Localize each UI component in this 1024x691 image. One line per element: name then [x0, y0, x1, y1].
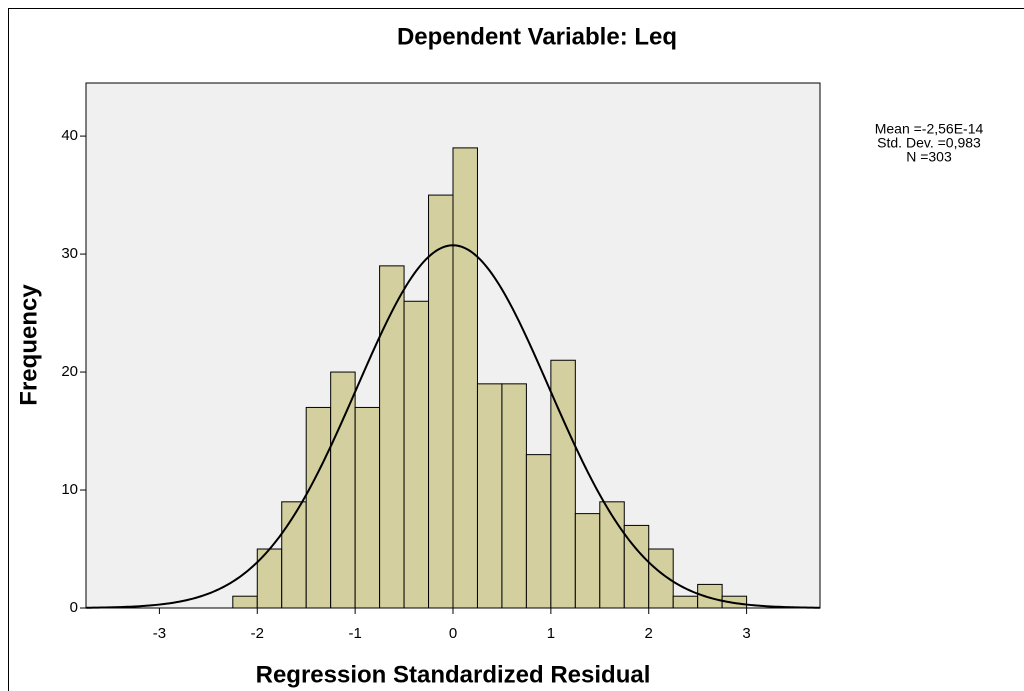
y-tick-label: 40: [61, 127, 78, 144]
bar: [501, 383, 527, 609]
bar: [305, 406, 332, 609]
bar: [599, 501, 625, 609]
bar: [232, 595, 258, 609]
bar: [403, 300, 430, 609]
x-tick-label: -2: [251, 625, 264, 642]
stat-label: N =303: [906, 149, 952, 165]
bar: [428, 194, 454, 609]
bar: [354, 406, 381, 609]
x-tick-label: 0: [449, 625, 457, 642]
bar: [256, 548, 283, 609]
y-tick-label: 20: [61, 363, 78, 380]
bar: [525, 454, 552, 609]
x-tick-label: 2: [645, 625, 653, 642]
y-axis-label: Frequency: [15, 284, 42, 406]
bar: [672, 595, 699, 609]
bar: [697, 583, 723, 609]
chart-title: Dependent Variable: Leq: [397, 23, 677, 50]
bar: [550, 359, 576, 609]
stat-label: Std. Dev. =0,983: [877, 135, 981, 151]
x-tick-label: -3: [153, 625, 166, 642]
frame: [8, 8, 1024, 691]
normal-curve: [85, 244, 821, 609]
stat-label: Mean =-2,56E-14: [875, 121, 984, 137]
bar: [452, 147, 478, 609]
bar: [379, 265, 405, 609]
y-tick-label: 30: [61, 245, 78, 262]
x-tick-label: -1: [348, 625, 361, 642]
bar: [476, 383, 503, 609]
y-tick-label: 10: [61, 481, 78, 498]
y-tick-label: 0: [70, 599, 78, 616]
bar: [281, 501, 307, 609]
x-tick-label: 1: [547, 625, 555, 642]
x-tick-label: 3: [742, 625, 750, 642]
bar: [330, 371, 356, 609]
bar: [574, 513, 601, 609]
x-axis-label: Regression Standardized Residual: [256, 661, 651, 688]
